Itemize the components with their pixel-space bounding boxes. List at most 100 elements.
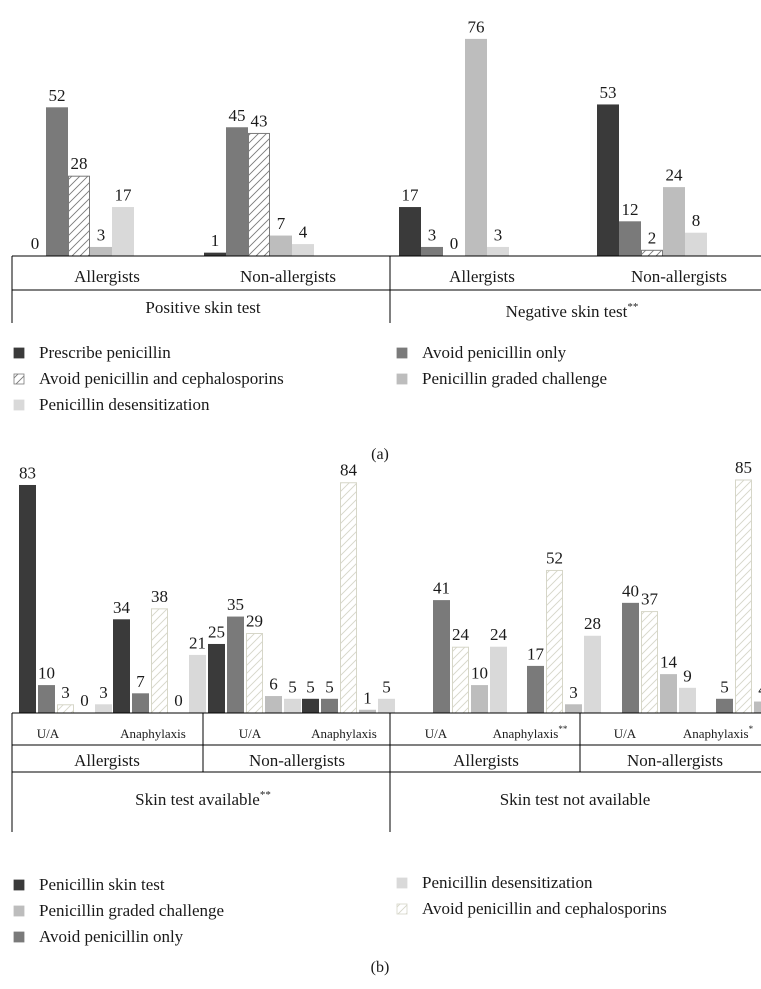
legend-label: Avoid penicillin and cephalosporins xyxy=(422,899,667,918)
bar-value-label: 6 xyxy=(269,675,278,694)
bar-value-label: 10 xyxy=(471,664,488,683)
bar-penicillin-graded-challenge xyxy=(465,38,487,257)
bar-value-label: 24 xyxy=(452,625,470,644)
bar-avoid-penicillin-and-cephalosporins xyxy=(68,175,90,257)
bar-penicillin-graded-challenge xyxy=(471,685,488,714)
bar-penicillin-graded-challenge xyxy=(754,701,761,714)
bar-value-label: 21 xyxy=(189,633,206,652)
panel-b-label: (b) xyxy=(371,959,390,976)
bar-avoid-penicillin-and-cephalosporins xyxy=(452,646,469,714)
bar-penicillin-skin-test xyxy=(208,643,225,714)
legend-label: Avoid penicillin only xyxy=(39,927,184,946)
panel-b-section-label: Skin test available** xyxy=(135,789,271,809)
subgroup-label: U/A xyxy=(239,726,262,741)
bar-value-label: 25 xyxy=(208,622,225,641)
bar-value-label: 52 xyxy=(546,548,563,567)
bar-avoid-penicillin-and-cephalosporins xyxy=(735,479,752,714)
bar-value-label: 5 xyxy=(325,677,334,696)
bar-value-label: 17 xyxy=(115,186,133,205)
bar-value-label: 7 xyxy=(277,214,286,233)
bar-value-label: 0 xyxy=(31,234,40,253)
legend-label: Avoid penicillin and cephalosporins xyxy=(39,369,284,388)
bar-value-label: 29 xyxy=(246,612,263,631)
bar-value-label: 3 xyxy=(569,683,578,702)
bar-avoid-penicillin-only xyxy=(132,693,149,714)
bar-value-label: 4 xyxy=(758,680,761,699)
panel-b-group-label: Allergists xyxy=(453,751,519,770)
bar-value-label: 43 xyxy=(251,111,268,130)
bar-penicillin-desensitization xyxy=(679,687,696,714)
bar-penicillin-desensitization xyxy=(584,635,601,714)
bar-penicillin-desensitization xyxy=(490,646,507,714)
legend-label: Penicillin desensitization xyxy=(422,873,593,892)
bar-avoid-penicillin-only xyxy=(227,616,244,714)
bar-avoid-penicillin-only xyxy=(622,602,639,714)
panel-a-legend: Prescribe penicillin Avoid penicillin onl… xyxy=(13,343,607,414)
panel-a-group-label: Non-allergists xyxy=(631,267,727,286)
bar-value-label: 52 xyxy=(49,86,66,105)
bar-prescribe-penicillin xyxy=(399,207,421,257)
bar-value-label: 2 xyxy=(648,228,657,247)
bar-value-label: 3 xyxy=(494,225,503,244)
bar-avoid-penicillin-and-cephalosporins xyxy=(641,249,663,257)
legend-swatch-penicillin-graded-challenge xyxy=(396,373,408,385)
panel-b-axes: U/A Anaphylaxis U/A Anaphylaxis U/A Anaphylax… xyxy=(11,712,761,832)
bar-avoid-penicillin-and-cephalosporins xyxy=(340,482,357,714)
bar-penicillin-desensitization xyxy=(292,244,314,257)
bar-value-label: 0 xyxy=(450,234,459,253)
bar-avoid-penicillin-and-cephalosporins xyxy=(546,569,563,714)
bar-avoid-penicillin-only xyxy=(38,685,55,714)
bar-penicillin-desensitization xyxy=(378,698,395,714)
bar-penicillin-graded-challenge xyxy=(565,704,582,714)
bar-value-label: 17 xyxy=(402,186,420,205)
bar-penicillin-graded-challenge xyxy=(270,235,292,257)
bar-avoid-penicillin-and-cephalosporins xyxy=(248,132,270,257)
subgroup-label: Anaphylaxis* xyxy=(683,724,754,741)
legend-swatch-penicillin-desensitization xyxy=(13,399,25,411)
legend-swatch-avoid-penicillin-only xyxy=(396,347,408,359)
legend-label: Penicillin graded challenge xyxy=(422,369,607,388)
bar-penicillin-desensitization xyxy=(112,207,134,257)
bar-value-label: 24 xyxy=(490,625,508,644)
bar-value-label: 0 xyxy=(80,691,89,710)
bar-penicillin-desensitization xyxy=(189,654,206,714)
subgroup-label: U/A xyxy=(614,726,637,741)
subgroup-label: Anaphylaxis xyxy=(120,726,186,741)
bar-penicillin-skin-test xyxy=(113,619,130,714)
panel-a-section-label: Positive skin test xyxy=(145,298,261,317)
bar-value-label: 8 xyxy=(692,211,701,230)
bar-penicillin-graded-challenge xyxy=(90,246,112,257)
bar-value-label: 7 xyxy=(136,672,145,691)
legend-label: Penicillin desensitization xyxy=(39,395,210,414)
legend-swatch-avoid-penicillin-only xyxy=(13,931,25,943)
legend-swatch-avoid-penicillin-and-cephalosporins xyxy=(396,903,408,915)
panel-b-subgroup-labels: U/A Anaphylaxis U/A Anaphylaxis U/A Anaphylax… xyxy=(37,724,754,741)
bar-value-label: 85 xyxy=(735,458,752,477)
panel-a-label: (a) xyxy=(371,446,389,463)
bar-avoid-penicillin-only xyxy=(46,107,68,257)
bar-penicillin-desensitization xyxy=(685,232,707,257)
bar-value-label: 28 xyxy=(71,154,88,173)
bar-avoid-penicillin-only xyxy=(421,246,443,257)
bar-penicillin-graded-challenge xyxy=(663,187,685,257)
bar-penicillin-skin-test xyxy=(302,698,319,714)
bar-value-label: 4 xyxy=(299,223,308,242)
bar-penicillin-graded-challenge xyxy=(265,696,282,714)
bar-penicillin-desensitization xyxy=(284,698,301,714)
legend-label: Prescribe penicillin xyxy=(39,343,171,362)
bar-value-label: 38 xyxy=(151,587,168,606)
bar-value-label: 3 xyxy=(61,683,70,702)
bar-avoid-penicillin-and-cephalosporins xyxy=(641,611,658,714)
bar-penicillin-graded-challenge xyxy=(660,674,677,714)
bar-prescribe-penicillin xyxy=(597,104,619,257)
bar-value-label: 3 xyxy=(428,225,437,244)
bar-value-label: 37 xyxy=(641,590,659,609)
bar-avoid-penicillin-only xyxy=(433,600,450,714)
bar-value-label: 14 xyxy=(660,653,678,672)
bar-value-label: 5 xyxy=(306,677,315,696)
legend-swatch-penicillin-graded-challenge xyxy=(13,905,25,917)
